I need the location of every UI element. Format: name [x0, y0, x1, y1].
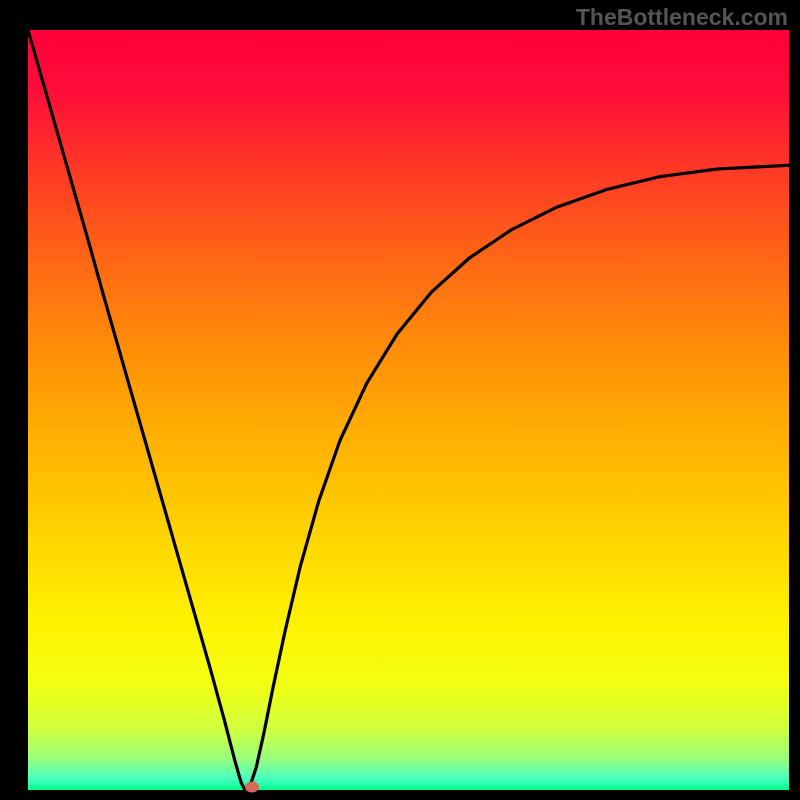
minimum-marker [245, 781, 259, 792]
bottleneck-curve [28, 30, 789, 790]
watermark-text: TheBottleneck.com [576, 4, 788, 31]
plot-area [28, 30, 789, 790]
curve-svg [28, 30, 789, 790]
chart-container: TheBottleneck.com [0, 0, 800, 800]
